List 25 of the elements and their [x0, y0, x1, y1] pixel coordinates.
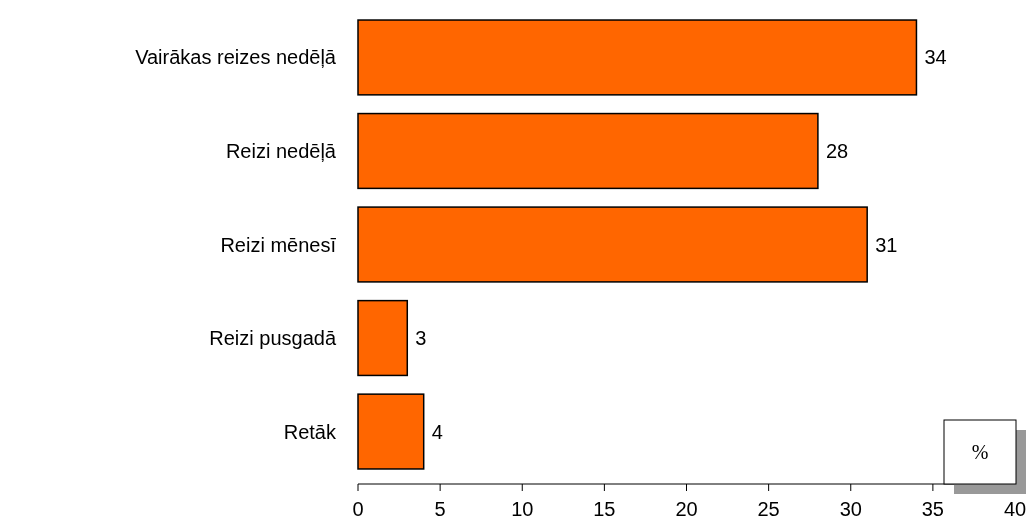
data-label: 28 [825, 139, 849, 162]
bar [357, 393, 425, 470]
x-tick-label: 0 [352, 498, 364, 520]
y-tick-label: Reizi pusgadā [209, 327, 337, 350]
x-tick-label: 10 [511, 498, 534, 520]
x-tick-label: 5 [434, 498, 446, 520]
bar [357, 206, 868, 283]
x-tick-label: 35 [921, 498, 944, 520]
x-tick-label: 15 [593, 498, 616, 520]
y-tick-label: Retāk [283, 420, 337, 443]
bar [357, 19, 918, 96]
x-tick-label: 30 [839, 498, 862, 520]
x-tick-label: 20 [675, 498, 698, 520]
x-tick-label: 25 [757, 498, 780, 520]
data-label: 31 [875, 233, 898, 256]
data-label: 34 [924, 46, 947, 69]
data-label: 4 [431, 420, 443, 443]
data-label: 3 [415, 327, 427, 350]
annotation: % [971, 441, 989, 463]
bar [357, 299, 409, 377]
y-tick-label: Reizi mēnesī [220, 233, 337, 256]
bar [357, 112, 819, 190]
y-tick-label: Reizi nedēļā [225, 139, 337, 162]
y-tick-label: Vairākas reizes nedēļā [135, 46, 337, 69]
x-tick-label: 40 [1003, 498, 1027, 520]
